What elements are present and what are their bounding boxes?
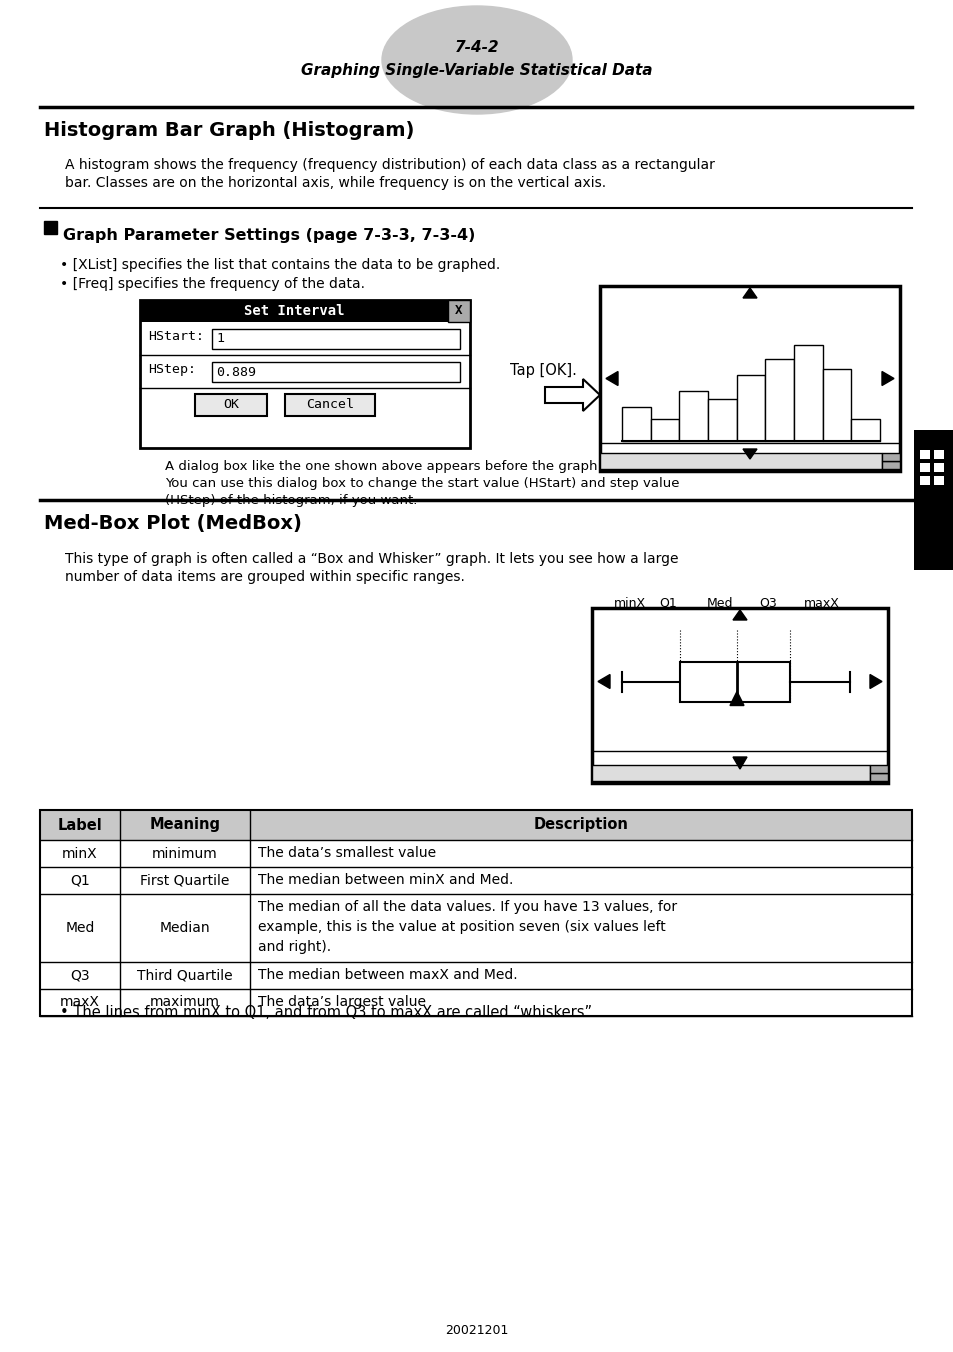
Bar <box>736 375 764 441</box>
Text: minX: minX <box>614 598 645 610</box>
Text: Median: Median <box>159 921 210 936</box>
Text: Q3: Q3 <box>759 598 776 610</box>
Bar <box>592 608 887 783</box>
Polygon shape <box>732 757 746 769</box>
Bar <box>599 287 899 470</box>
Text: The median of all the data values. If you have 13 values, for
example, this is t: The median of all the data values. If yo… <box>257 900 677 955</box>
Text: maxX: maxX <box>60 995 100 1010</box>
Polygon shape <box>882 372 893 385</box>
Polygon shape <box>742 288 757 297</box>
Bar <box>933 476 943 485</box>
Bar <box>793 345 821 441</box>
Bar <box>212 362 459 383</box>
Text: You can use this dialog box to change the start value (HStart) and step value: You can use this dialog box to change th… <box>165 477 679 489</box>
Bar <box>40 810 911 1015</box>
Text: (HStep) of the histogram, if you want.: (HStep) of the histogram, if you want. <box>165 493 417 507</box>
Bar <box>679 661 789 702</box>
Text: Med: Med <box>65 921 94 936</box>
Text: OK: OK <box>223 399 239 411</box>
Text: Label: Label <box>57 818 102 833</box>
Text: number of data items are grouped within specific ranges.: number of data items are grouped within … <box>65 571 464 584</box>
Text: • The lines from minX to Q1, and from Q3 to maxX are called “whiskers”.: • The lines from minX to Q1, and from Q3… <box>60 1005 597 1019</box>
Bar <box>919 476 929 485</box>
Text: minX: minX <box>62 846 98 860</box>
Text: 7-4-2: 7-4-2 <box>455 39 498 54</box>
Text: Cancel: Cancel <box>306 399 354 411</box>
Text: Q1: Q1 <box>71 873 90 887</box>
Bar <box>44 220 57 234</box>
Text: Histogram Bar Graph (Histogram): Histogram Bar Graph (Histogram) <box>44 120 414 139</box>
Bar <box>194 393 267 416</box>
Text: This type of graph is often called a “Box and Whisker” graph. It lets you see ho: This type of graph is often called a “Bo… <box>65 552 678 566</box>
Text: Set Interval: Set Interval <box>244 304 344 318</box>
Text: HStep:: HStep: <box>148 364 195 376</box>
Text: The median between maxX and Med.: The median between maxX and Med. <box>257 968 517 982</box>
Text: 1: 1 <box>215 333 224 346</box>
Polygon shape <box>742 449 757 458</box>
Bar <box>933 462 943 472</box>
Bar <box>650 419 679 441</box>
Bar <box>140 300 470 448</box>
Text: The data’s largest value: The data’s largest value <box>257 995 426 1009</box>
Text: Med: Med <box>706 598 733 610</box>
Bar <box>40 810 911 840</box>
Ellipse shape <box>381 5 572 114</box>
Polygon shape <box>869 675 882 688</box>
Bar <box>285 393 375 416</box>
Bar <box>850 419 879 441</box>
Text: maximum: maximum <box>150 995 220 1010</box>
Bar <box>764 360 793 441</box>
Text: Q1: Q1 <box>659 598 677 610</box>
Text: Graphing Single-Variable Statistical Data: Graphing Single-Variable Statistical Dat… <box>301 62 652 77</box>
Text: The data’s smallest value: The data’s smallest value <box>257 846 436 860</box>
Text: A histogram shows the frequency (frequency distribution) of each data class as a: A histogram shows the frequency (frequen… <box>65 158 714 172</box>
Text: Graph Parameter Settings (page 7-3-3, 7-3-4): Graph Parameter Settings (page 7-3-3, 7-… <box>63 228 475 243</box>
Polygon shape <box>605 372 618 385</box>
Text: minimum: minimum <box>152 846 217 860</box>
Bar <box>933 450 943 458</box>
Text: The median between minX and Med.: The median between minX and Med. <box>257 873 513 887</box>
Bar <box>869 773 887 781</box>
Text: 20021201: 20021201 <box>445 1324 508 1337</box>
Polygon shape <box>732 610 746 621</box>
Text: Med-Box Plot (MedBox): Med-Box Plot (MedBox) <box>44 515 301 534</box>
Text: Description: Description <box>533 818 628 833</box>
Bar <box>448 300 470 322</box>
Text: maxX: maxX <box>803 598 839 610</box>
Text: HStart:: HStart: <box>148 330 204 343</box>
Polygon shape <box>544 379 599 411</box>
Bar <box>599 453 882 469</box>
Bar <box>919 450 929 458</box>
Bar <box>869 765 887 773</box>
Bar <box>140 300 470 322</box>
Bar <box>882 453 899 461</box>
Bar <box>592 765 869 781</box>
Bar <box>212 329 459 349</box>
Polygon shape <box>598 675 609 688</box>
Text: Q3: Q3 <box>71 968 90 983</box>
Text: Meaning: Meaning <box>150 818 220 833</box>
Text: 0.889: 0.889 <box>215 365 255 379</box>
Bar <box>919 462 929 472</box>
Text: X: X <box>455 304 462 318</box>
Bar <box>679 391 707 441</box>
Text: Third Quartile: Third Quartile <box>137 968 233 983</box>
Text: • [Freq] specifies the frequency of the data.: • [Freq] specifies the frequency of the … <box>60 277 365 291</box>
Bar <box>707 399 736 441</box>
Text: A dialog box like the one shown above appears before the graph is drawn.: A dialog box like the one shown above ap… <box>165 460 661 473</box>
Bar <box>621 407 650 441</box>
Bar <box>913 430 953 571</box>
Text: Tap [OK].: Tap [OK]. <box>510 362 577 377</box>
Text: • [XList] specifies the list that contains the data to be graphed.: • [XList] specifies the list that contai… <box>60 258 499 272</box>
Bar <box>821 369 850 441</box>
Polygon shape <box>729 691 743 706</box>
Bar <box>882 461 899 469</box>
Text: bar. Classes are on the horizontal axis, while frequency is on the vertical axis: bar. Classes are on the horizontal axis,… <box>65 176 605 191</box>
Text: First Quartile: First Quartile <box>140 873 230 887</box>
